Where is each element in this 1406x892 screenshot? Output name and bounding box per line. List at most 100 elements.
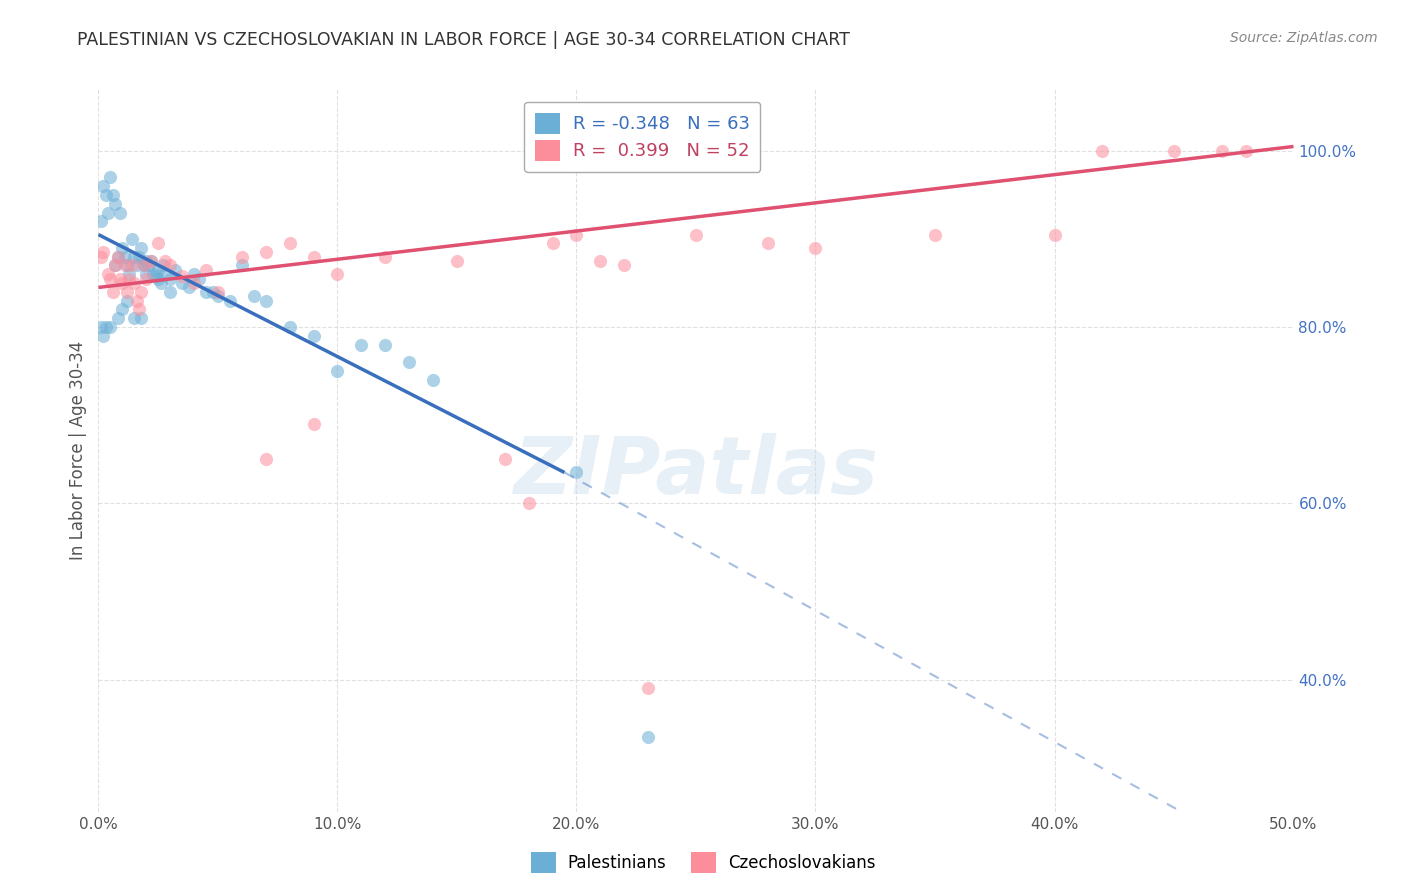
Point (1091, 144, 1114, 158)
Point (152, 259, 174, 273)
Point (111, 302, 134, 317)
Point (183, 276, 205, 290)
Point (302, 417, 325, 431)
Point (159, 271, 181, 285)
Point (108, 205, 131, 219)
Point (202, 285, 225, 299)
Point (159, 259, 181, 273)
Text: ZIPatlas: ZIPatlas (513, 434, 879, 511)
Point (254, 293, 277, 308)
Point (195, 262, 218, 277)
Point (374, 337, 396, 351)
Point (114, 259, 136, 273)
Point (135, 271, 157, 285)
Point (756, 236, 779, 251)
Point (98, 320, 122, 334)
Point (111, 276, 134, 290)
Point (231, 259, 253, 273)
Point (97, 267, 120, 281)
Point (148, 262, 170, 277)
Text: PALESTINIAN VS CZECHOSLOVAKIAN IN LABOR FORCE | AGE 30-34 CORRELATION CHART: PALESTINIAN VS CZECHOSLOVAKIAN IN LABOR … (77, 31, 851, 49)
Point (90, 320, 112, 334)
Point (231, 250, 253, 264)
Point (125, 293, 148, 308)
Point (155, 267, 177, 281)
Point (326, 267, 349, 281)
Point (159, 285, 181, 299)
Point (541, 236, 564, 251)
Point (138, 259, 160, 273)
Point (155, 254, 177, 268)
Legend: Palestinians, Czechoslovakians: Palestinians, Czechoslovakians (524, 846, 882, 880)
Point (637, 681, 659, 696)
Point (115, 285, 138, 299)
Point (243, 289, 266, 303)
Point (91, 179, 114, 194)
Point (149, 276, 172, 290)
Point (254, 452, 277, 467)
Point (114, 250, 136, 264)
Point (111, 241, 134, 255)
Point (517, 496, 540, 510)
Point (183, 267, 205, 281)
Point (124, 276, 146, 290)
Point (115, 259, 138, 273)
Point (422, 373, 444, 387)
Point (101, 285, 124, 299)
Point (131, 241, 153, 255)
Point (139, 254, 162, 268)
Point (187, 271, 209, 285)
Point (98, 170, 122, 185)
Point (132, 259, 155, 273)
Point (104, 259, 127, 273)
Point (326, 364, 349, 378)
Point (121, 259, 143, 273)
Point (565, 227, 588, 242)
Point (128, 302, 150, 317)
Point (91, 245, 114, 260)
Point (148, 271, 170, 285)
Point (125, 259, 148, 273)
Point (565, 466, 588, 480)
Point (207, 289, 229, 303)
Point (107, 250, 129, 264)
Point (131, 285, 153, 299)
Point (1234, 144, 1257, 158)
Point (613, 259, 636, 273)
Legend: R = -0.348   N = 63, R =  0.399   N = 52: R = -0.348 N = 63, R = 0.399 N = 52 (524, 102, 761, 171)
Point (104, 196, 127, 211)
Point (132, 259, 155, 273)
Point (804, 241, 827, 255)
Point (124, 311, 146, 326)
Point (148, 236, 170, 251)
Point (104, 259, 127, 273)
Point (131, 311, 153, 326)
Point (1163, 144, 1185, 158)
Point (179, 280, 201, 294)
Y-axis label: In Labor Force | Age 30-34: In Labor Force | Age 30-34 (69, 341, 87, 560)
Point (494, 452, 516, 467)
Point (107, 311, 129, 326)
Point (278, 320, 301, 334)
Point (219, 293, 242, 308)
Point (101, 188, 124, 202)
Point (278, 236, 301, 251)
Point (124, 250, 146, 264)
Point (128, 250, 150, 264)
Point (145, 268, 167, 283)
Point (107, 250, 129, 264)
Point (91, 329, 114, 343)
Point (637, 730, 659, 744)
Point (135, 267, 157, 281)
Point (1043, 227, 1066, 242)
Point (350, 337, 373, 351)
Point (108, 271, 131, 285)
Point (90, 214, 112, 228)
Point (207, 285, 229, 299)
Point (118, 267, 141, 281)
Point (589, 254, 612, 268)
Point (98, 271, 122, 285)
Point (135, 254, 157, 268)
Point (118, 271, 141, 285)
Point (97, 205, 120, 219)
